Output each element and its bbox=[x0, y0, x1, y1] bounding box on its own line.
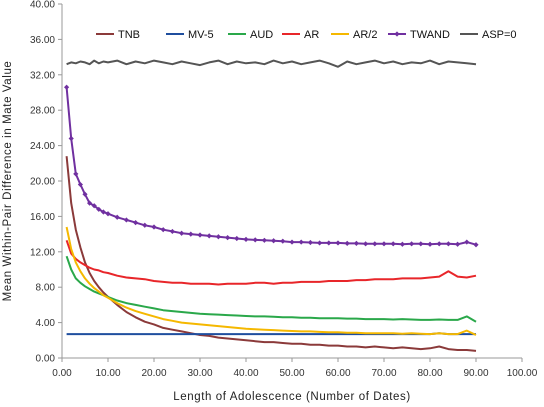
series-point-twand bbox=[115, 215, 120, 220]
series-point-twand bbox=[427, 242, 432, 247]
series-point-twand bbox=[354, 241, 359, 246]
x-tick-label: 0.00 bbox=[52, 368, 72, 379]
legend-label-aud: AUD bbox=[250, 29, 273, 41]
series-point-twand bbox=[64, 85, 69, 90]
series-point-twand bbox=[170, 229, 175, 234]
x-tick-label: 60.00 bbox=[325, 368, 350, 379]
series-point-twand bbox=[418, 241, 423, 246]
x-axis-title: Length of Adolescence (Number of Dates) bbox=[173, 391, 411, 403]
series-point-twand bbox=[253, 237, 258, 242]
series-point-twand bbox=[133, 220, 138, 225]
series-line-tnb bbox=[67, 156, 476, 351]
x-tick-label: 80.00 bbox=[417, 368, 442, 379]
series-point-twand bbox=[69, 136, 74, 141]
series-layer bbox=[64, 61, 479, 351]
x-tick-label: 50.00 bbox=[279, 368, 304, 379]
x-tick-label: 10.00 bbox=[95, 368, 120, 379]
y-axis-ticks: 0.00 4.00 8.00 12.00 16.00 20.00 24.00 28.00 32.… bbox=[30, 0, 62, 365]
y-tick-label: 40.00 bbox=[30, 0, 55, 11]
legend-label-twand: TWAND bbox=[410, 29, 450, 41]
series-point-twand bbox=[280, 239, 285, 244]
series-point-twand bbox=[345, 241, 350, 246]
series-point-twand bbox=[225, 235, 230, 240]
legend-label-mv-5: MV-5 bbox=[188, 29, 214, 41]
y-tick-label: 0.00 bbox=[36, 354, 56, 365]
series-point-twand bbox=[151, 224, 156, 229]
y-tick-label: 16.00 bbox=[30, 212, 55, 223]
y-axis-title: Mean Within-Pair Difference in Mate Valu… bbox=[2, 61, 14, 302]
series-point-twand bbox=[317, 240, 322, 245]
series-point-twand bbox=[289, 239, 294, 244]
y-tick-label: 24.00 bbox=[30, 141, 55, 152]
series-point-twand bbox=[446, 241, 451, 246]
legend: TNB MV-5 AUD AR AR/2 TWAND ASP=0 bbox=[96, 29, 517, 41]
series-point-twand bbox=[142, 223, 147, 228]
series-point-twand bbox=[105, 211, 110, 216]
series-point-twand bbox=[400, 242, 405, 247]
legend-label-tnb: TNB bbox=[118, 29, 140, 41]
x-tick-label: 20.00 bbox=[141, 368, 166, 379]
series-point-twand bbox=[391, 241, 396, 246]
series-point-twand bbox=[197, 232, 202, 237]
series-point-twand bbox=[381, 241, 386, 246]
series-point-twand bbox=[262, 238, 267, 243]
series-point-twand bbox=[188, 232, 193, 237]
x-tick-label: 70.00 bbox=[371, 368, 396, 379]
x-tick-label: 90.00 bbox=[463, 368, 488, 379]
series-point-twand bbox=[161, 227, 166, 232]
series-point-twand bbox=[335, 240, 340, 245]
series-point-twand bbox=[124, 217, 129, 222]
legend-label-asp-0: ASP=0 bbox=[482, 29, 517, 41]
series-point-twand bbox=[308, 240, 313, 245]
series-point-twand bbox=[216, 234, 221, 239]
y-tick-label: 4.00 bbox=[36, 318, 56, 329]
y-tick-label: 12.00 bbox=[30, 247, 55, 258]
x-tick-label: 40.00 bbox=[233, 368, 258, 379]
legend-label-ar-2: AR/2 bbox=[353, 29, 377, 41]
series-point-twand bbox=[271, 238, 276, 243]
series-point-twand bbox=[409, 241, 414, 246]
x-axis-ticks: 0.00 10.00 20.00 30.00 40.00 50.00 60.00 70.00 8… bbox=[52, 358, 537, 379]
series-point-twand bbox=[326, 240, 331, 245]
series-line-asp-0 bbox=[67, 61, 476, 67]
series-point-twand bbox=[372, 241, 377, 246]
y-tick-label: 32.00 bbox=[30, 70, 55, 81]
series-point-twand bbox=[363, 241, 368, 246]
series-point-twand bbox=[179, 231, 184, 236]
y-tick-label: 36.00 bbox=[30, 35, 55, 46]
series-point-twand bbox=[243, 237, 248, 242]
series-point-twand bbox=[437, 241, 442, 246]
x-tick-label: 30.00 bbox=[187, 368, 212, 379]
series-line-twand bbox=[67, 87, 476, 245]
legend-label-ar: AR bbox=[304, 29, 319, 41]
series-point-twand bbox=[299, 239, 304, 244]
y-tick-label: 20.00 bbox=[30, 177, 55, 188]
series-point-twand bbox=[234, 236, 239, 241]
y-tick-label: 28.00 bbox=[30, 106, 55, 117]
series-point-twand bbox=[473, 242, 478, 247]
x-tick-label: 100.00 bbox=[507, 368, 538, 379]
y-tick-label: 8.00 bbox=[36, 283, 56, 294]
series-point-twand bbox=[455, 242, 460, 247]
series-point-twand bbox=[464, 239, 469, 244]
plot-area: 0.00 4.00 8.00 12.00 16.00 20.00 24.00 28.00 32.… bbox=[30, 0, 538, 379]
legend-marker-twand bbox=[394, 31, 399, 36]
series-point-twand bbox=[207, 233, 212, 238]
series-line-ar bbox=[67, 240, 476, 284]
